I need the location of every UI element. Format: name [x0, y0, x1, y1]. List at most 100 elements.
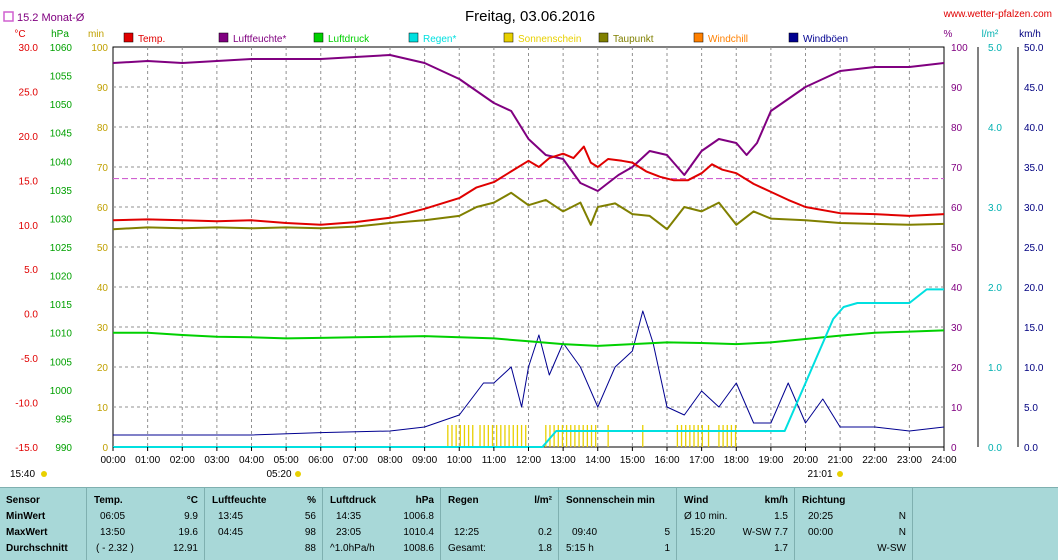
- wind-max-value: W-SW 7.7: [742, 527, 788, 538]
- dir-max-time: 00:00: [808, 527, 834, 538]
- humidity-tick-label: 60: [951, 203, 963, 214]
- pres-min-time: 14:35: [336, 511, 362, 522]
- col-sunshine: Sonnenschein min 09:40 5 5:15 h 1: [558, 488, 677, 560]
- pres-max-value: 1010.4: [403, 527, 434, 538]
- time-tick-label: 18:00: [724, 455, 749, 466]
- minutes-tick-label: 60: [97, 203, 109, 214]
- sunset-label: 21:01: [807, 469, 832, 480]
- time-tick-label: 19:00: [758, 455, 783, 466]
- wind-tick-label: 10.0: [1024, 363, 1044, 374]
- time-tick-label: 22:00: [862, 455, 887, 466]
- legend-swatch: [693, 32, 704, 43]
- time-tick-label: 13:00: [551, 455, 576, 466]
- rain-total-label: Gesamt:: [448, 543, 486, 554]
- rain-max-time: 12:25: [454, 527, 480, 538]
- hum-min-value: 56: [304, 511, 316, 522]
- temp-trend: ( - 2.32 ): [96, 543, 134, 554]
- temp-max-value: 19.6: [178, 527, 198, 538]
- chart-title: Freitag, 03.06.2016: [465, 8, 595, 25]
- time-tick-label: 24:00: [931, 455, 956, 466]
- pressure-tick-label: 1045: [50, 129, 73, 140]
- wind-tick-label: 5.0: [1024, 403, 1038, 414]
- humidity-tick-label: 10: [951, 403, 963, 414]
- monthly-avg-label: 15.2 Monat-Ø: [17, 12, 85, 24]
- legend-label: Temp.: [138, 34, 165, 45]
- time-tick-label: 00:00: [100, 455, 125, 466]
- unit-wind: km/h: [1019, 29, 1041, 40]
- rain-tick-label: 0.0: [988, 443, 1002, 454]
- unit-minutes: min: [88, 29, 104, 40]
- rain-max-value: 0.2: [538, 527, 552, 538]
- sun-dot-icon: [41, 471, 47, 477]
- humidity-tick-label: 40: [951, 283, 963, 294]
- wind-tick-label: 40.0: [1024, 123, 1044, 134]
- wind-tick-label: 0.0: [1024, 443, 1038, 454]
- col-pressure: Luftdruck hPa 14:35 1006.8 23:05 1010.4 …: [322, 488, 441, 560]
- header-rain-unit: l/m²: [534, 495, 552, 506]
- series-line-taupunkt: [112, 191, 945, 231]
- time-tick-label: 05:00: [274, 455, 299, 466]
- time-tick-label: 01:00: [135, 455, 160, 466]
- rain-tick-label: 5.0: [988, 43, 1002, 54]
- wind-tick-label: 35.0: [1024, 163, 1044, 174]
- sun-total-hours: 5:15 h: [566, 543, 594, 554]
- minutes-tick-label: 20: [97, 363, 109, 374]
- weather-chart: Freitag, 03.06.2016 www.wetter-pfalzen.c…: [3, 8, 1052, 480]
- wind-tick-label: 30.0: [1024, 203, 1044, 214]
- time-tick-label: 06:00: [308, 455, 333, 466]
- pressure-tick-label: 1000: [50, 386, 73, 397]
- wind-min-value: 1.5: [774, 511, 788, 522]
- left-time-marker: 15:40: [10, 469, 35, 480]
- time-tick-label: 14:00: [585, 455, 610, 466]
- pressure-tick-label: 990: [55, 443, 72, 454]
- legend-label: Luftdruck: [328, 34, 370, 45]
- time-tick-label: 04:00: [239, 455, 264, 466]
- website-label: www.wetter-pfalzen.com: [943, 9, 1052, 20]
- pressure-tick-label: 995: [55, 414, 72, 425]
- pressure-tick-label: 1040: [50, 157, 73, 168]
- time-tick-label: 10:00: [447, 455, 472, 466]
- temp-tick-label: 5.0: [24, 265, 38, 276]
- col-rain: Regen l/m² 12:25 0.2 Gesamt: 1.8: [440, 488, 559, 560]
- header-humidity-unit: %: [307, 495, 316, 506]
- pres-trend: ^1.0hPa/h: [330, 543, 375, 554]
- pressure-tick-label: 1005: [50, 357, 73, 368]
- time-tick-label: 21:00: [828, 455, 853, 466]
- time-tick-label: 12:00: [516, 455, 541, 466]
- time-tick-label: 03:00: [204, 455, 229, 466]
- humidity-tick-label: 80: [951, 123, 963, 134]
- legend: Temp. Luftfeuchte* Luftdruck Regen* Sonnensc…: [123, 32, 848, 45]
- temp-tick-label: 30.0: [19, 43, 39, 54]
- wind-tick-label: 45.0: [1024, 83, 1044, 94]
- dir-min-time: 20:25: [808, 511, 834, 522]
- col-direction: Richtung 20:25 N 00:00 N W-SW: [794, 488, 913, 560]
- wind-max-time: 15:20: [690, 527, 716, 538]
- unit-pressure: hPa: [51, 29, 69, 40]
- temp-tick-label: -10.0: [15, 399, 38, 410]
- plot-area: [112, 46, 945, 448]
- legend-label: Regen*: [423, 34, 456, 45]
- wind-tick-label: 50.0: [1024, 43, 1044, 54]
- humidity-tick-label: 30: [951, 323, 963, 334]
- temp-max-time: 13:50: [100, 527, 126, 538]
- stats-table: Sensor MinWert MaxWert Durchschnitt Temp…: [0, 487, 1058, 560]
- legend-swatch: [788, 32, 799, 43]
- time-footer: 15:40 05:20 21:01: [10, 469, 843, 480]
- temp-tick-label: 10.0: [19, 221, 39, 232]
- legend-label: Luftfeuchte*: [233, 34, 286, 45]
- temp-tick-label: -15.0: [15, 443, 38, 454]
- row-label-avg: Durchschnitt: [6, 543, 68, 554]
- rain-tick-label: 3.0: [988, 203, 1002, 214]
- hum-min-time: 13:45: [218, 511, 244, 522]
- header-sunshine: Sonnenschein min: [566, 495, 655, 506]
- header-pressure-unit: hPa: [415, 495, 434, 506]
- temp-min-value: 9.9: [184, 511, 198, 522]
- legend-swatch: [408, 32, 419, 43]
- humidity-tick-label: 100: [951, 43, 968, 54]
- dir-min-value: N: [898, 511, 906, 522]
- series-line-regen: [113, 288, 944, 448]
- minutes-tick-label: 40: [97, 283, 109, 294]
- hum-max-value: 98: [304, 527, 316, 538]
- rain-total-value: 1.8: [538, 543, 552, 554]
- rain-tick-label: 4.0: [988, 123, 1002, 134]
